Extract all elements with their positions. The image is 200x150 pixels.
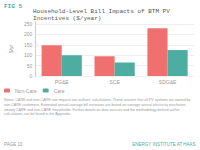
svg-text:50: 50 <box>27 63 33 69</box>
svg-text:PAGE 10: PAGE 10 <box>4 142 23 147</box>
svg-text:100: 100 <box>24 52 33 58</box>
svg-text:Incentives ($/year): Incentives ($/year) <box>33 15 101 22</box>
svg-text:SCE: SCE <box>109 79 120 85</box>
svg-text:0: 0 <box>29 73 32 79</box>
svg-text:FIG 5: FIG 5 <box>4 3 22 10</box>
svg-text:$/yr: $/yr <box>8 45 14 54</box>
svg-text:ENERGY INSTITUTE AT HAAS: ENERGY INSTITUTE AT HAAS <box>132 142 195 147</box>
svg-text:calculations can be found in t: calculations can be found in the Appendi… <box>4 112 71 116</box>
svg-text:among CARE and non-CARE househ: among CARE and non-CARE households. Furt… <box>4 108 181 112</box>
svg-text:Care: Care <box>54 88 65 94</box>
svg-text:Household-Level Bill Impacts o: Household-Level Bill Impacts of BTM PV <box>33 8 170 15</box>
svg-text:Non-Care: Non-Care <box>15 88 37 94</box>
svg-text:Notes: CARE and non-CARE rate: Notes: CARE and non-CARE rate impacts ar… <box>4 98 191 102</box>
svg-text:PG&E: PG&E <box>55 79 70 85</box>
svg-text:SDG&E: SDG&E <box>159 79 177 85</box>
svg-text:200: 200 <box>24 31 33 37</box>
svg-text:non-CARE customers. Estimated: non-CARE customers. Estimated annual ave… <box>4 103 187 107</box>
svg-text:250: 250 <box>24 21 33 27</box>
svg-text:150: 150 <box>24 42 33 48</box>
